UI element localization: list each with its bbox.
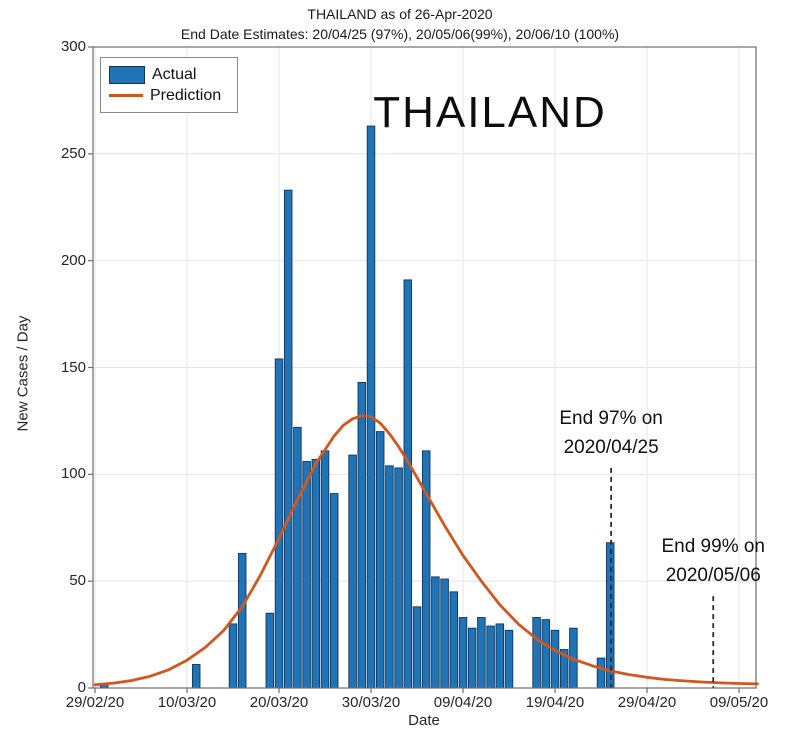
bar-06/04/20 [431,576,440,689]
x-tick-label-19/04/20: 19/04/20 [525,694,585,711]
x-tick-label-09/05/20: 09/05/20 [709,694,769,711]
y-tick-label-200: 200 [60,251,86,269]
legend-label-actual: Actual [152,65,197,83]
bar-10/04/20 [467,627,477,689]
y-tick-label-50: 50 [69,572,86,590]
bar-28/03/20 [348,454,357,689]
x-tick-label-20/03/20: 20/03/20 [249,694,309,711]
bar-11/04/20 [477,617,486,689]
prediction-line-swatch-icon [109,94,143,97]
bar-25/03/20 [320,450,330,689]
y-tick-label-0: 0 [77,679,86,696]
bar-23/03/20 [302,461,311,689]
y-tick-label-150: 150 [60,358,86,376]
bar-04/04/20 [412,606,422,689]
bar-03/04/20 [403,279,413,689]
bar-16/03/20 [237,552,247,689]
bar-18/04/20 [541,619,551,689]
legend-item-prediction: Prediction [109,85,229,106]
bar-19/03/20 [265,612,275,689]
end-annotation-2-line1: End 99% on [661,536,765,558]
end-annotation-2: End 99% on 2020/05/06 [598,532,800,590]
legend-item-actual: Actual [109,64,229,85]
x-tick-label-30/03/20: 30/03/20 [341,694,401,711]
legend: Actual Prediction [100,57,238,113]
bar-14/04/20 [504,629,514,689]
y-axis-label: New Cases / Day [14,315,32,432]
x-tick-label-10/03/20: 10/03/20 [157,694,217,711]
prediction-curve [93,414,759,687]
bar-07/04/20 [440,578,449,689]
bar-12/04/20 [486,625,495,689]
x-axis-label: Date [408,712,440,729]
end-annotation-2-line2: 2020/05/06 [665,565,761,587]
bar-19/04/20 [550,629,560,689]
y-tick-label-100: 100 [60,465,86,483]
bar-26/03/20 [329,493,339,689]
end-annotation-1-line2: 2020/04/25 [563,436,659,458]
bar-02/04/20 [394,467,403,689]
actual-bar-swatch-icon [109,65,145,84]
bar-21/03/20 [283,189,293,689]
bar-24/04/20 [596,657,606,689]
x-tick-label-29/04/20: 29/04/20 [617,694,677,711]
end-annotation-1: End 97% on 2020/04/25 [496,404,726,462]
chart-title: THAILAND as of 26-Apr-2020 [307,6,493,22]
x-tick-label-09/04/20: 09/04/20 [433,694,493,711]
bar-20/03/20 [274,358,284,689]
bar-13/04/20 [495,623,505,689]
x-tick-label-29/02/20: 29/02/20 [65,694,125,711]
bar-08/04/20 [449,591,459,689]
bar-17/04/20 [532,617,541,689]
bar-01/04/20 [385,465,394,689]
country-watermark-label: THAILAND [373,88,607,137]
chart-subtitle: End Date Estimates: 20/04/25 (97%), 20/0… [180,26,620,42]
bar-30/03/20 [366,125,376,689]
bar-29/03/20 [357,382,367,689]
y-tick-label-300: 300 [60,38,86,55]
bar-24/03/20 [311,458,321,689]
end-annotation-1-line1: End 97% on [559,407,663,429]
bar-09/04/20 [458,617,468,689]
bar-11/03/20 [191,664,201,689]
legend-label-prediction: Prediction [150,86,222,104]
bar-31/03/20 [375,431,385,689]
y-tick-label-250: 250 [60,144,86,162]
bar-15/03/20 [228,623,238,689]
bar-22/03/20 [293,426,302,689]
